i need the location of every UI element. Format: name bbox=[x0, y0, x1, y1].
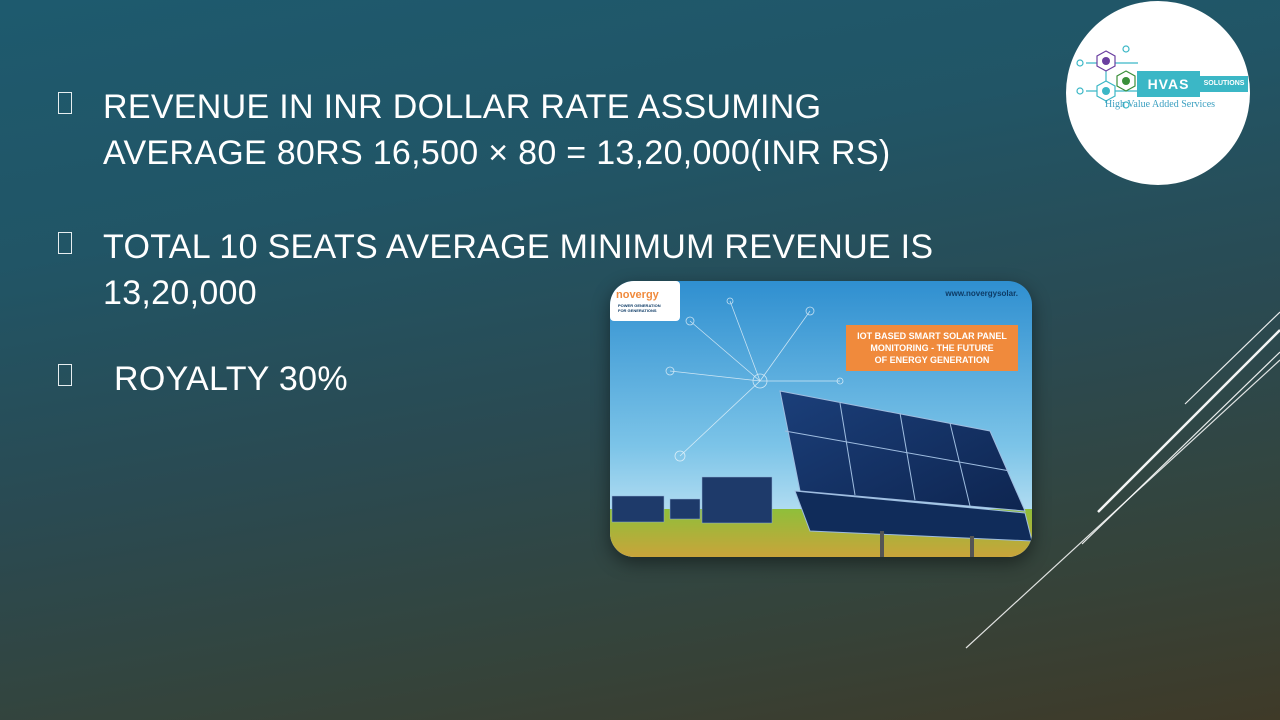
logo-network-icon bbox=[1076, 45, 1138, 109]
bullet-marker-icon bbox=[58, 92, 72, 114]
logo-tagline: High Value Added Services bbox=[1105, 99, 1216, 110]
logo-suffix: SOLUTIONS bbox=[1200, 76, 1248, 92]
bullet-text: Royalty 30% bbox=[114, 360, 348, 398]
logo-name: HVAS bbox=[1137, 71, 1200, 97]
solar-scene-illustration bbox=[610, 281, 1032, 557]
image-brand-sub: Power Generation for Generations bbox=[618, 303, 661, 313]
image-brand: novergy bbox=[616, 289, 659, 301]
bullet-text: Total 10 seats average minimum revenue i… bbox=[103, 228, 934, 312]
image-banner: IOT Based Smart Solar Panel Monitoring -… bbox=[846, 325, 1018, 371]
image-url-text: www.novergysolar. bbox=[945, 289, 1018, 298]
bullet-marker-icon bbox=[58, 232, 72, 254]
image-banner-line: IOT Based Smart Solar Panel bbox=[857, 331, 1007, 341]
solar-panel-image: novergy Power Generation for Generations… bbox=[610, 281, 1032, 557]
bullet-text: Revenue in INR dollar rate assuming aver… bbox=[103, 88, 891, 172]
bullet-marker-icon bbox=[58, 364, 72, 386]
image-banner-line: of Energy Generation bbox=[874, 355, 990, 365]
image-banner-line: Monitoring - The Future bbox=[870, 343, 994, 353]
